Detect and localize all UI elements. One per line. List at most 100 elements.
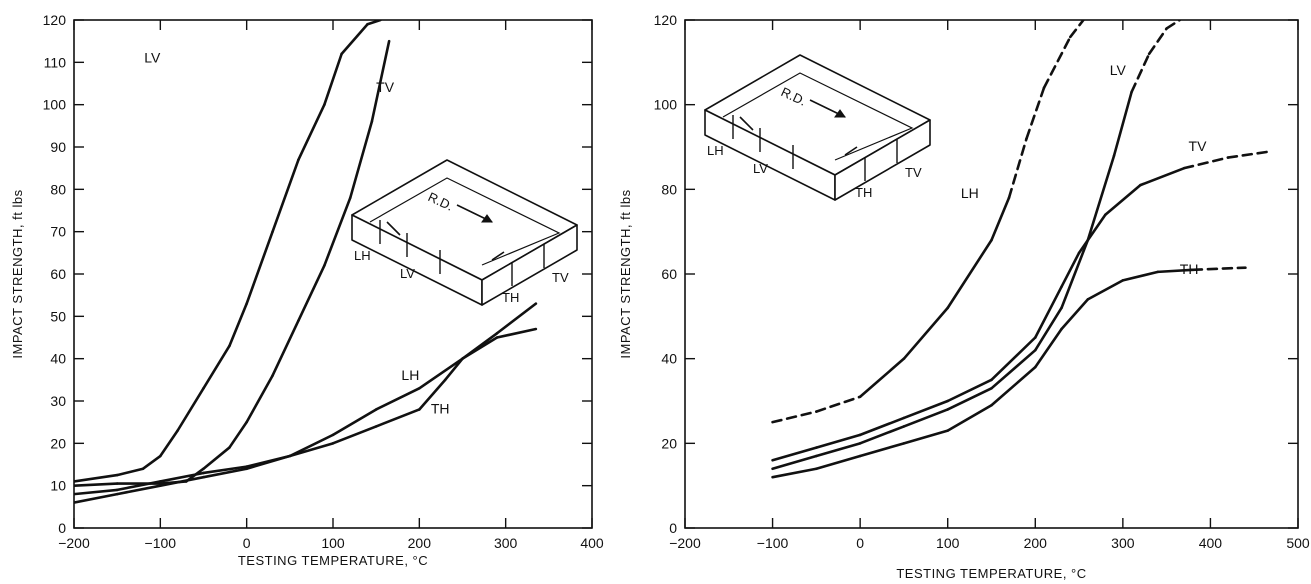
curve-lv-segment bbox=[176, 387, 205, 432]
x-tick-label: −100 bbox=[145, 535, 177, 551]
curve-label-lv: LV bbox=[1110, 62, 1127, 78]
curve-lv-segment bbox=[1033, 306, 1063, 352]
x-tick-label: 200 bbox=[408, 535, 432, 551]
curve-lv-segment bbox=[141, 454, 162, 471]
block-right-face bbox=[481, 224, 578, 306]
curve-th-segment bbox=[374, 408, 421, 428]
y-tick-label: 40 bbox=[50, 351, 66, 367]
curve-lv-segment bbox=[1086, 154, 1116, 242]
curve-lh-segment bbox=[990, 196, 1011, 242]
curve-th-segment bbox=[74, 488, 119, 496]
curve-lh-segment bbox=[771, 410, 818, 424]
curve-th-segment bbox=[331, 425, 378, 445]
y-tick-label: 90 bbox=[50, 139, 66, 155]
curve-lv-segment bbox=[202, 344, 231, 390]
x-tick-label: 0 bbox=[243, 535, 251, 551]
left-chart: −200 −100 0 100 200 300 400 0 10 20 30 40 50 60 70 80 90… bbox=[10, 12, 604, 568]
curve-lv-segment bbox=[902, 408, 950, 428]
curve-th-segment bbox=[1121, 270, 1160, 282]
curve-lv-segment bbox=[858, 425, 906, 445]
y-tick-label: 110 bbox=[44, 54, 67, 70]
x-tick-label: 400 bbox=[580, 535, 604, 551]
curve-tv-segment bbox=[271, 319, 300, 377]
curve-lv-segment bbox=[771, 454, 818, 471]
x-tick-label: 200 bbox=[1024, 535, 1048, 551]
specimen-label-tv: TV bbox=[552, 270, 569, 285]
specimen-label-lh: LH bbox=[354, 248, 371, 263]
curve-lv-segment bbox=[366, 20, 382, 26]
curve-lh-segment bbox=[815, 395, 862, 413]
curve-th-segment bbox=[1156, 268, 1195, 274]
x-tick-label: −100 bbox=[757, 535, 789, 551]
curve-th-segment bbox=[858, 442, 906, 458]
specimen-label-lv: LV bbox=[400, 266, 415, 281]
x-tick-label: 300 bbox=[494, 535, 518, 551]
block-groove bbox=[386, 221, 505, 261]
curve-lh-segment bbox=[858, 357, 906, 399]
curve-th-segment bbox=[902, 429, 950, 445]
y-axis-title: IMPACT STRENGTH, ft lbs bbox=[10, 189, 25, 358]
curve-lv-segment bbox=[946, 387, 993, 411]
y-axis-title: IMPACT STRENGTH, ft lbs bbox=[618, 189, 633, 358]
curve-tv-segment bbox=[297, 264, 326, 322]
curve-th-segment bbox=[443, 357, 464, 382]
y-tick-label: 80 bbox=[661, 181, 677, 197]
block-inner-edge bbox=[369, 177, 561, 266]
curve-lv-segment bbox=[271, 158, 300, 233]
y-tick-label: 0 bbox=[669, 520, 677, 536]
curve-lv-segment bbox=[323, 52, 343, 106]
block-groove bbox=[739, 116, 858, 156]
y-tick-label: 80 bbox=[50, 181, 66, 197]
x-tick-label: 100 bbox=[936, 535, 960, 551]
x-tick-label: −200 bbox=[669, 535, 701, 551]
curve-lv-segment bbox=[1165, 20, 1182, 30]
curve-label-lv: LV bbox=[144, 49, 161, 65]
curve-label-th: TH bbox=[431, 401, 450, 417]
y-tick-label: 70 bbox=[50, 224, 66, 240]
specimen-label-lv: LV bbox=[753, 161, 768, 176]
curve-lv-segment bbox=[297, 103, 326, 161]
curve-tv-segment bbox=[1182, 156, 1230, 170]
y-tick-label: 100 bbox=[654, 97, 678, 113]
curve-th-segment bbox=[245, 454, 292, 468]
curve-lh-segment bbox=[1042, 35, 1072, 90]
curve-lv-segment bbox=[340, 22, 369, 56]
curve-lv-segment bbox=[74, 473, 119, 483]
curve-lv-segment bbox=[245, 230, 274, 305]
curve-lh-segment bbox=[202, 467, 248, 479]
y-tick-label: 10 bbox=[50, 478, 66, 494]
curve-tv-segment bbox=[946, 378, 993, 403]
curve-lh-segment bbox=[331, 408, 378, 437]
curve-lh-segment bbox=[115, 484, 162, 496]
curve-label-lh: LH bbox=[401, 367, 419, 383]
specimen-label-lh: LH bbox=[707, 143, 724, 158]
curve-lv-segment bbox=[115, 467, 145, 477]
curve-tv-segment bbox=[245, 374, 274, 424]
curve-lv-segment bbox=[1147, 27, 1168, 56]
curve-lv-segment bbox=[1130, 52, 1151, 94]
curve-lv-segment bbox=[990, 348, 1037, 390]
curve-lv-segment bbox=[1112, 90, 1133, 157]
curve-tv-segment bbox=[902, 399, 950, 420]
block-right-face bbox=[834, 119, 931, 201]
x-tick-label: 400 bbox=[1199, 535, 1223, 551]
curve-lv-segment bbox=[159, 429, 179, 458]
x-tick-label: 100 bbox=[321, 535, 345, 551]
curve-lh-segment bbox=[418, 357, 464, 390]
arrow-head-icon bbox=[481, 214, 493, 223]
curve-th-segment bbox=[946, 403, 993, 432]
curve-th-segment bbox=[418, 378, 447, 411]
curve-label-tv: TV bbox=[1189, 138, 1208, 154]
curve-tv-segment bbox=[228, 420, 248, 449]
y-tick-label: 0 bbox=[58, 520, 66, 536]
curve-tv-segment bbox=[1077, 213, 1107, 255]
x-tick-label: −200 bbox=[58, 535, 90, 551]
curve-label-th: TH bbox=[1180, 261, 1199, 277]
curve-th-segment bbox=[1191, 266, 1247, 272]
y-tick-label: 60 bbox=[50, 266, 66, 282]
curve-lv-segment bbox=[815, 442, 862, 458]
curve-lh-segment bbox=[1007, 137, 1028, 200]
right-chart: −200 −100 0 100 200 300 400 500 0 20 40 60 80 100 120 T… bbox=[618, 12, 1310, 581]
